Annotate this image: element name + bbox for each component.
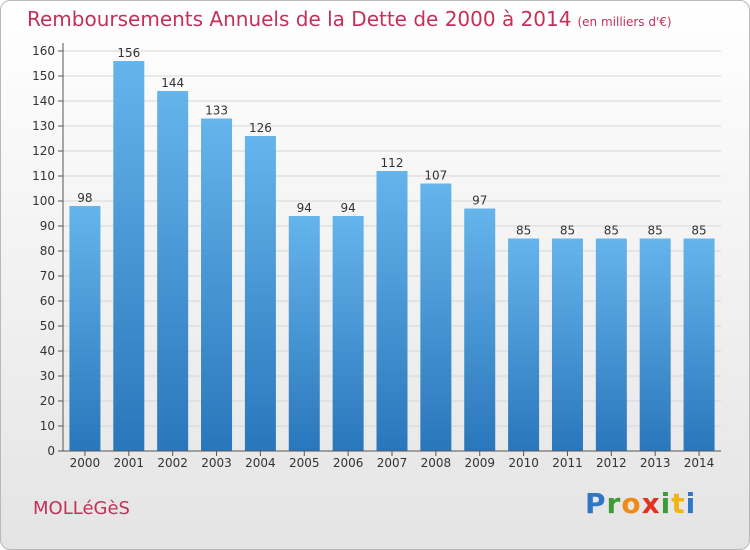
data-label: 156 <box>117 46 140 60</box>
y-tick-label: 130 <box>32 119 55 133</box>
y-tick-label: 10 <box>40 419 55 433</box>
x-tick-label: 2002 <box>157 456 188 470</box>
y-tick-label: 140 <box>32 94 55 108</box>
commune-name: MOLLéGèS <box>33 498 130 519</box>
x-tick-label: 2010 <box>508 456 539 470</box>
bar <box>508 238 540 451</box>
data-label: 85 <box>691 224 706 238</box>
y-tick-label: 160 <box>32 44 55 58</box>
bar <box>376 171 408 451</box>
bar <box>201 118 233 451</box>
bar <box>113 61 145 451</box>
x-tick-label: 2009 <box>464 456 495 470</box>
data-label: 85 <box>516 224 531 238</box>
bar <box>332 216 364 451</box>
data-label: 133 <box>205 104 228 118</box>
x-tick-label: 2007 <box>377 456 408 470</box>
x-tick-label: 2005 <box>289 456 320 470</box>
bar <box>420 183 452 451</box>
x-tick-label: 2013 <box>640 456 671 470</box>
x-tick-label: 2006 <box>333 456 364 470</box>
data-label: 98 <box>77 191 92 205</box>
proxiti-logo: Proxiti <box>585 487 697 520</box>
y-tick-label: 90 <box>40 219 55 233</box>
bar <box>288 216 320 451</box>
y-tick-label: 60 <box>40 294 55 308</box>
data-label: 112 <box>381 156 404 170</box>
y-tick-label: 70 <box>40 269 55 283</box>
y-tick-label: 30 <box>40 369 55 383</box>
y-tick-label: 80 <box>40 244 55 258</box>
chart-title: Remboursements Annuels de la Dette de 20… <box>27 7 672 31</box>
data-label: 97 <box>472 194 487 208</box>
bar <box>639 238 671 451</box>
unit-label: (en milliers d'€) <box>577 15 672 29</box>
x-tick-label: 2004 <box>245 456 276 470</box>
x-tick-label: 2014 <box>684 456 715 470</box>
data-label: 94 <box>340 201 355 215</box>
data-label: 94 <box>297 201 312 215</box>
bar <box>595 238 627 451</box>
bar <box>157 91 189 451</box>
y-tick-label: 150 <box>32 69 55 83</box>
x-tick-label: 2003 <box>201 456 232 470</box>
y-tick-label: 0 <box>47 444 55 458</box>
bar <box>683 238 715 451</box>
data-label: 126 <box>249 121 272 135</box>
data-label: 144 <box>161 76 184 90</box>
y-tick-label: 40 <box>40 344 55 358</box>
bar <box>244 136 276 451</box>
data-label: 107 <box>424 169 447 183</box>
data-label: 85 <box>560 224 575 238</box>
bar <box>69 206 101 451</box>
bar <box>464 208 496 451</box>
x-tick-label: 2012 <box>596 456 627 470</box>
y-tick-label: 100 <box>32 194 55 208</box>
y-tick-label: 50 <box>40 319 55 333</box>
x-tick-label: 2001 <box>114 456 145 470</box>
y-tick-label: 20 <box>40 394 55 408</box>
y-tick-label: 120 <box>32 144 55 158</box>
x-tick-label: 2008 <box>421 456 452 470</box>
y-tick-label: 110 <box>32 169 55 183</box>
x-tick-label: 2000 <box>70 456 101 470</box>
x-tick-label: 2011 <box>552 456 583 470</box>
data-label: 85 <box>604 224 619 238</box>
data-label: 85 <box>648 224 663 238</box>
chart-title-text: Remboursements Annuels de la Dette de 20… <box>27 7 572 31</box>
bar <box>551 238 583 451</box>
